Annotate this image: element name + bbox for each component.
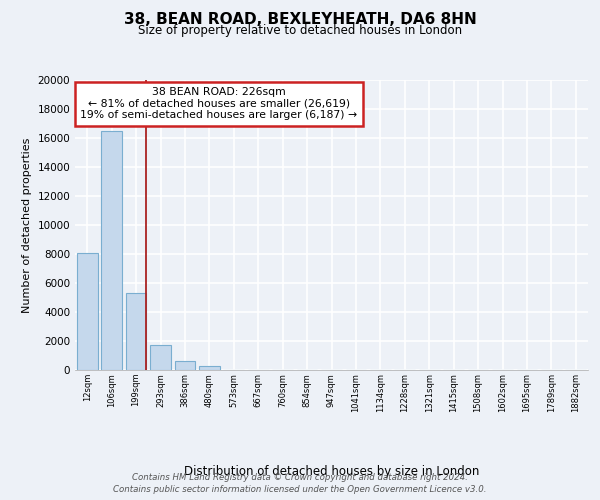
Text: Contains public sector information licensed under the Open Government Licence v3: Contains public sector information licen… [113, 485, 487, 494]
Text: 38, BEAN ROAD, BEXLEYHEATH, DA6 8HN: 38, BEAN ROAD, BEXLEYHEATH, DA6 8HN [124, 12, 476, 28]
Bar [199, 366, 220, 370]
Bar [175, 362, 196, 370]
Text: Contains HM Land Registry data © Crown copyright and database right 2024.: Contains HM Land Registry data © Crown c… [132, 472, 468, 482]
X-axis label: Distribution of detached houses by size in London: Distribution of detached houses by size … [184, 464, 479, 477]
Bar [125, 293, 146, 370]
Text: 38 BEAN ROAD: 226sqm
← 81% of detached houses are smaller (26,619)
19% of semi-d: 38 BEAN ROAD: 226sqm ← 81% of detached h… [80, 87, 357, 120]
Y-axis label: Number of detached properties: Number of detached properties [22, 138, 32, 312]
Bar [77, 252, 98, 370]
Bar [101, 130, 122, 370]
Bar [150, 344, 171, 370]
Text: Size of property relative to detached houses in London: Size of property relative to detached ho… [138, 24, 462, 37]
